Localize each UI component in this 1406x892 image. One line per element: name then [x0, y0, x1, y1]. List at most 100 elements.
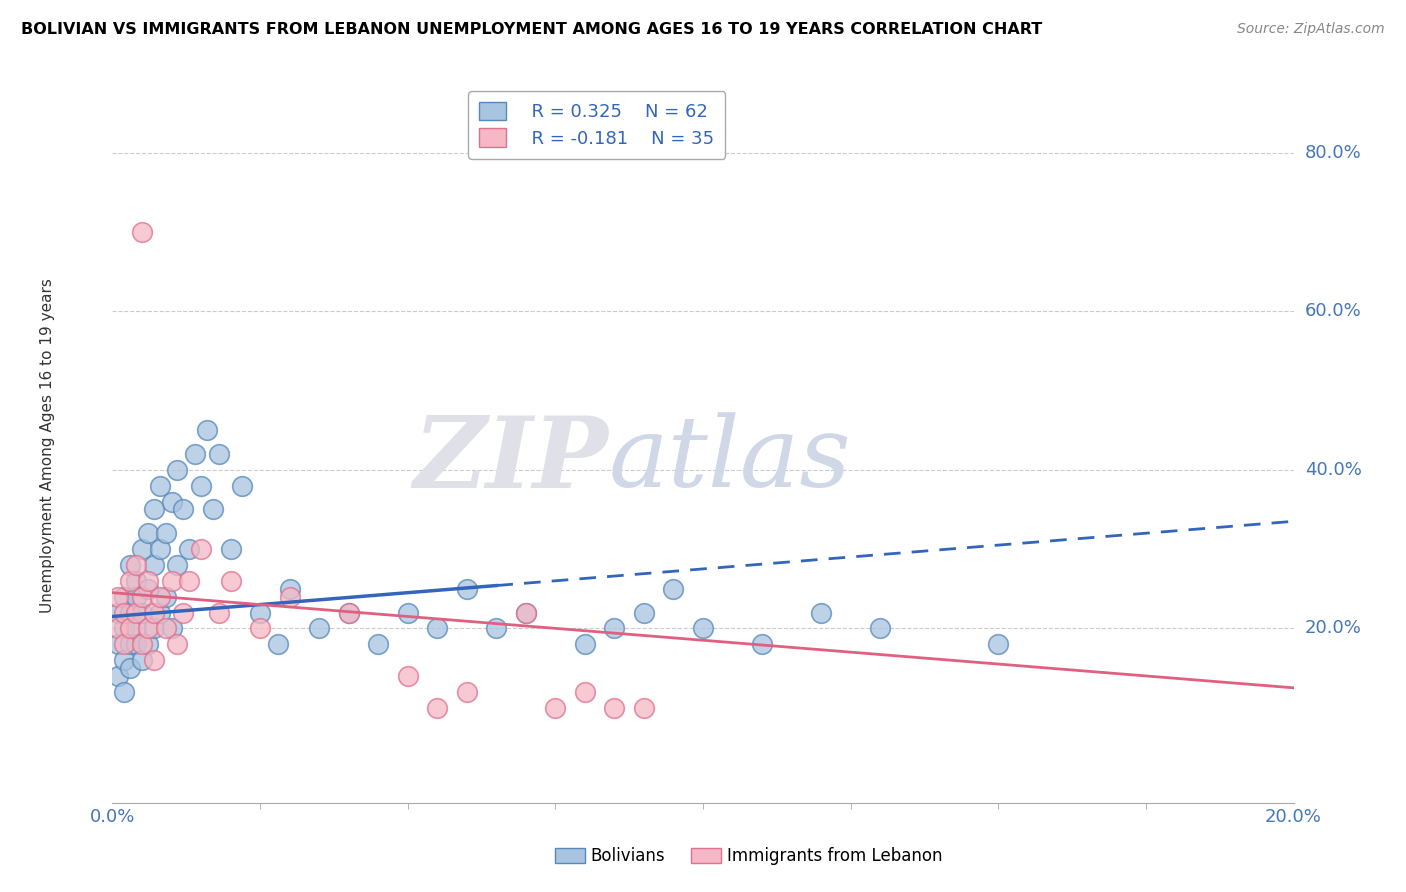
Point: [692, 621, 714, 635]
Point: [219, 542, 242, 557]
Point: [603, 621, 626, 635]
Point: [308, 621, 330, 635]
Point: [155, 590, 177, 604]
Point: [249, 621, 271, 635]
Point: [120, 621, 142, 635]
Point: [337, 606, 360, 620]
Point: [179, 542, 201, 557]
Point: [190, 542, 212, 557]
Point: [456, 685, 478, 699]
Point: [179, 574, 201, 588]
Point: [201, 502, 224, 516]
Point: [208, 606, 231, 620]
Point: [142, 606, 165, 620]
FancyBboxPatch shape: [555, 847, 585, 863]
Text: atlas: atlas: [609, 413, 851, 508]
Point: [131, 606, 153, 620]
Point: [155, 621, 177, 635]
Point: [120, 606, 142, 620]
Point: [987, 637, 1010, 651]
Text: 40.0%: 40.0%: [1305, 461, 1361, 479]
Point: [142, 502, 165, 516]
Point: [112, 637, 135, 651]
Point: [136, 637, 159, 651]
Point: [120, 574, 142, 588]
Text: Immigrants from Lebanon: Immigrants from Lebanon: [727, 847, 942, 864]
Text: BOLIVIAN VS IMMIGRANTS FROM LEBANON UNEMPLOYMENT AMONG AGES 16 TO 19 YEARS CORRE: BOLIVIAN VS IMMIGRANTS FROM LEBANON UNEM…: [21, 22, 1042, 37]
Point: [112, 606, 135, 620]
Point: [278, 582, 301, 596]
Point: [544, 700, 567, 714]
Point: [149, 590, 172, 604]
Point: [160, 574, 183, 588]
Text: 60.0%: 60.0%: [1305, 302, 1361, 320]
Point: [107, 606, 129, 620]
Point: [367, 637, 389, 651]
Point: [120, 661, 142, 675]
Text: Source: ZipAtlas.com: Source: ZipAtlas.com: [1237, 22, 1385, 37]
Point: [810, 606, 832, 620]
Point: [219, 574, 242, 588]
Point: [107, 621, 129, 635]
Point: [112, 653, 135, 667]
Point: [131, 653, 153, 667]
Point: [149, 606, 172, 620]
Point: [485, 621, 508, 635]
Point: [112, 685, 135, 699]
Point: [172, 502, 194, 516]
Point: [142, 558, 165, 572]
Point: [190, 478, 212, 492]
Point: [184, 447, 207, 461]
Point: [426, 700, 449, 714]
Point: [136, 582, 159, 596]
Point: [426, 621, 449, 635]
Point: [131, 542, 153, 557]
Point: [125, 606, 148, 620]
Point: [136, 621, 159, 635]
Point: [160, 494, 183, 508]
Point: [112, 590, 135, 604]
Point: [149, 542, 172, 557]
Point: [107, 590, 129, 604]
Point: [125, 637, 148, 651]
Point: [160, 621, 183, 635]
Point: [107, 637, 129, 651]
Point: [172, 606, 194, 620]
Point: [166, 637, 188, 651]
Point: [231, 478, 253, 492]
Point: [131, 225, 153, 239]
Point: [751, 637, 773, 651]
Point: [267, 637, 290, 651]
Point: [125, 621, 148, 635]
Point: [337, 606, 360, 620]
Point: [136, 526, 159, 541]
Point: [396, 606, 419, 620]
FancyBboxPatch shape: [692, 847, 721, 863]
Point: [515, 606, 537, 620]
Point: [136, 574, 159, 588]
Legend:   R = 0.325    N = 62,   R = -0.181    N = 35: R = 0.325 N = 62, R = -0.181 N = 35: [468, 91, 725, 159]
Point: [112, 621, 135, 635]
Point: [278, 590, 301, 604]
Point: [120, 558, 142, 572]
Point: [208, 447, 231, 461]
Point: [515, 606, 537, 620]
Point: [149, 478, 172, 492]
Point: [633, 606, 655, 620]
Point: [107, 669, 129, 683]
Point: [456, 582, 478, 596]
Text: 80.0%: 80.0%: [1305, 144, 1361, 161]
Point: [166, 558, 188, 572]
Point: [249, 606, 271, 620]
Point: [125, 558, 148, 572]
Point: [869, 621, 891, 635]
Point: [603, 700, 626, 714]
Point: [574, 685, 596, 699]
Text: 20.0%: 20.0%: [1305, 619, 1361, 638]
Point: [633, 700, 655, 714]
Point: [574, 637, 596, 651]
Text: ZIP: ZIP: [413, 412, 609, 508]
Text: Unemployment Among Ages 16 to 19 years: Unemployment Among Ages 16 to 19 years: [39, 278, 55, 614]
Point: [166, 463, 188, 477]
Point: [131, 637, 153, 651]
